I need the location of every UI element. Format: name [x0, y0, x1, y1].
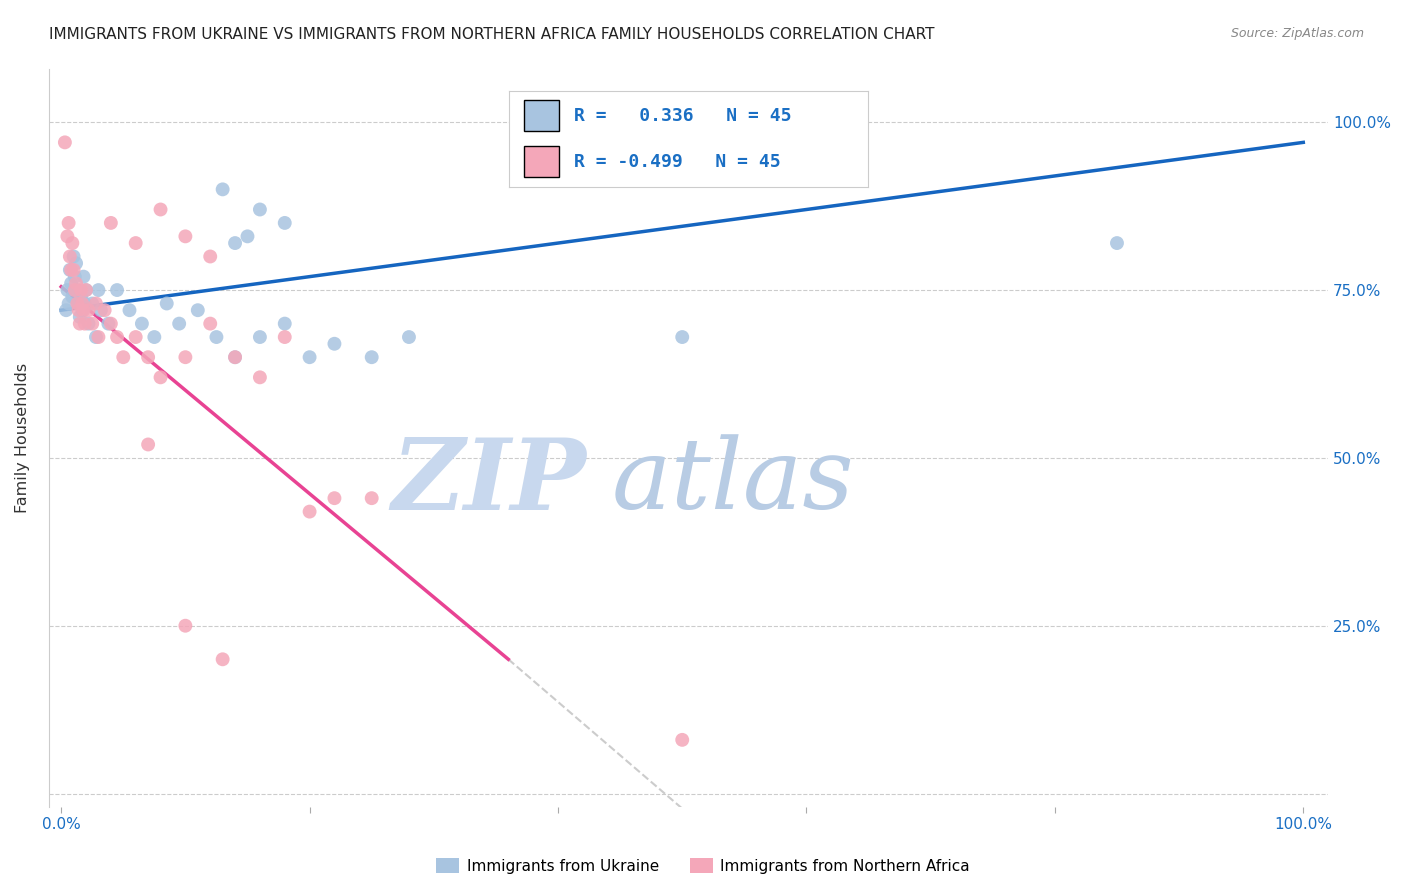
Point	[224, 350, 246, 364]
Point	[66, 283, 89, 297]
Point	[87, 330, 110, 344]
Point	[59, 263, 82, 277]
Point	[125, 235, 148, 250]
Point	[249, 202, 271, 217]
Point	[65, 256, 87, 270]
Point	[63, 269, 86, 284]
Point	[100, 317, 122, 331]
Point	[143, 330, 166, 344]
Point	[77, 303, 100, 318]
Y-axis label: Family Households: Family Households	[15, 363, 30, 513]
Text: ZIP: ZIP	[391, 434, 586, 531]
Point	[72, 296, 94, 310]
Point	[63, 283, 86, 297]
Point	[360, 350, 382, 364]
Point	[53, 136, 76, 150]
Legend: Immigrants from Ukraine, Immigrants from Northern Africa: Immigrants from Ukraine, Immigrants from…	[430, 852, 976, 880]
Point	[100, 216, 122, 230]
Point	[156, 296, 179, 310]
Point	[75, 283, 97, 297]
Point	[1105, 235, 1128, 250]
Point	[131, 317, 153, 331]
Point	[82, 296, 104, 310]
Point	[72, 303, 94, 318]
Point	[66, 296, 89, 310]
Point	[59, 250, 82, 264]
Point	[205, 330, 228, 344]
Point	[174, 229, 197, 244]
Point	[62, 250, 84, 264]
Point	[73, 296, 96, 310]
Point	[60, 290, 83, 304]
Point	[118, 303, 141, 318]
Point	[298, 350, 321, 364]
Point	[84, 330, 107, 344]
Point	[211, 652, 233, 666]
Point	[70, 283, 93, 297]
Point	[200, 317, 222, 331]
Point	[60, 263, 83, 277]
Point	[323, 491, 346, 505]
Point	[249, 370, 271, 384]
Point	[323, 336, 346, 351]
Point	[60, 277, 83, 291]
Point	[298, 505, 321, 519]
Point	[360, 491, 382, 505]
Point	[84, 296, 107, 310]
Point	[167, 317, 190, 331]
Point	[274, 317, 297, 331]
Point	[149, 202, 172, 217]
Point	[56, 229, 79, 244]
Point	[55, 303, 77, 318]
Point	[75, 283, 97, 297]
Point	[274, 216, 297, 230]
Point	[249, 330, 271, 344]
Point	[72, 303, 94, 318]
Point	[69, 310, 91, 324]
Point	[67, 296, 90, 310]
Point	[136, 350, 159, 364]
Text: Source: ZipAtlas.com: Source: ZipAtlas.com	[1230, 27, 1364, 40]
Point	[62, 263, 84, 277]
Point	[58, 216, 80, 230]
Point	[136, 437, 159, 451]
Point	[97, 317, 120, 331]
Point	[90, 303, 112, 318]
Point	[274, 330, 297, 344]
Point	[671, 732, 693, 747]
Point	[671, 330, 693, 344]
Point	[82, 317, 104, 331]
Point	[87, 283, 110, 297]
Point	[200, 250, 222, 264]
Point	[72, 269, 94, 284]
Point	[211, 182, 233, 196]
Point	[105, 283, 128, 297]
Text: atlas: atlas	[612, 434, 855, 530]
Point	[398, 330, 420, 344]
Point	[69, 317, 91, 331]
Point	[236, 229, 259, 244]
Point	[224, 235, 246, 250]
Point	[105, 330, 128, 344]
Point	[224, 350, 246, 364]
Point	[174, 618, 197, 632]
Point	[125, 330, 148, 344]
Point	[65, 277, 87, 291]
Point	[73, 317, 96, 331]
Point	[67, 303, 90, 318]
Point	[112, 350, 135, 364]
Point	[58, 296, 80, 310]
Point	[187, 303, 209, 318]
Point	[93, 303, 115, 318]
Point	[70, 290, 93, 304]
Point	[174, 350, 197, 364]
Point	[60, 235, 83, 250]
Point	[56, 283, 79, 297]
Point	[77, 317, 100, 331]
Point	[149, 370, 172, 384]
Text: IMMIGRANTS FROM UKRAINE VS IMMIGRANTS FROM NORTHERN AFRICA FAMILY HOUSEHOLDS COR: IMMIGRANTS FROM UKRAINE VS IMMIGRANTS FR…	[49, 27, 935, 42]
